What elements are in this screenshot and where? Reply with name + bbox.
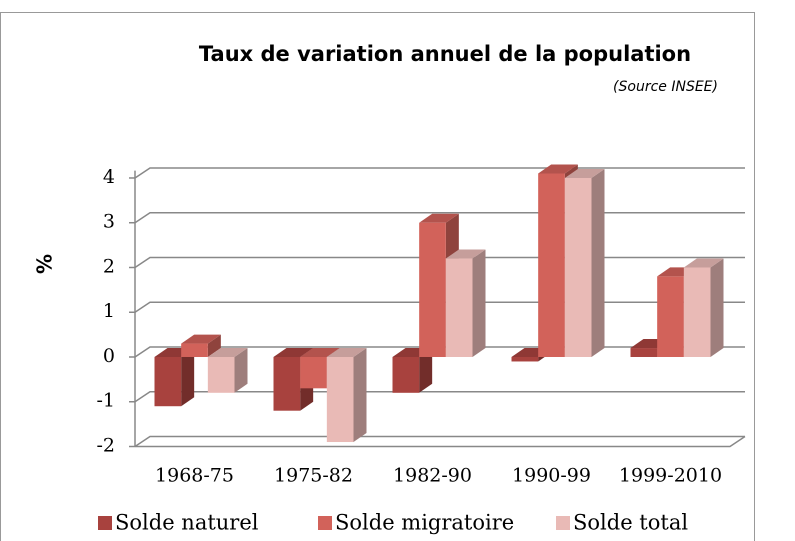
legend-label: Solde total [573,511,688,535]
bar [181,334,221,357]
bar-front [392,356,420,393]
bar [564,168,605,357]
bar-front [630,348,658,357]
legend-swatch [98,516,112,530]
bar [683,258,724,357]
bar-top [683,258,724,268]
bar-top [326,347,367,357]
y-tick-label: 2 [103,255,115,277]
bar-front [207,356,235,393]
bar-front [273,356,301,411]
bar-front [181,343,208,357]
y-tick-label: 3 [103,211,115,233]
chart-border [0,12,755,541]
grid-line [134,390,745,403]
bar [326,347,367,443]
bar [445,249,486,357]
bar-front [538,173,565,357]
bar-front [326,356,354,443]
x-tick-label: 1999-2010 [619,465,722,487]
bar-top [445,249,486,259]
bar-top [181,334,221,344]
bar-front [564,177,592,357]
legend-swatch [556,516,570,530]
bar-top [300,347,340,357]
bar-front [300,356,327,389]
bar-side [207,334,221,357]
bar-front [419,222,446,357]
bar-front [683,267,711,357]
bar-top [419,213,459,223]
bar-side [710,258,724,357]
bar-side [353,347,367,443]
x-tick-label: 1968-75 [155,465,234,487]
chart-title: Taux de variation annuel de la populatio… [199,42,691,66]
bar-side [419,347,433,393]
y-tick-label: 1 [103,300,115,322]
bar-front [657,276,684,357]
y-tick-label: -2 [96,435,115,457]
bar-top [273,347,314,357]
legend-label: Solde migratoire [335,511,514,535]
floor-line [135,435,746,448]
y-axis-label: % [33,254,57,274]
bar-side [234,347,248,393]
bar-top [207,347,248,357]
chart-subtitle: (Source INSEE) [613,79,718,95]
legend-swatch [318,516,332,530]
grid-line [134,435,745,448]
x-tick-label: 1982-90 [393,465,472,487]
legend-label: Solde naturel [115,511,259,535]
y-tick-label: -1 [96,390,115,412]
bar-side [472,249,486,357]
bar-top [538,164,578,174]
bar [207,347,248,393]
bar-side [181,347,195,407]
bar-top [564,168,605,178]
grid-line [134,167,745,179]
y-tick-label: 0 [103,345,115,367]
bar-side [591,168,605,357]
x-tick-label: 1990-99 [512,465,591,487]
x-tick-label: 1975-82 [274,465,353,487]
bar-front [511,356,539,362]
bar-front [154,356,182,407]
y-tick-label: 4 [103,166,115,188]
bar-front [445,258,473,357]
bar [154,347,195,407]
